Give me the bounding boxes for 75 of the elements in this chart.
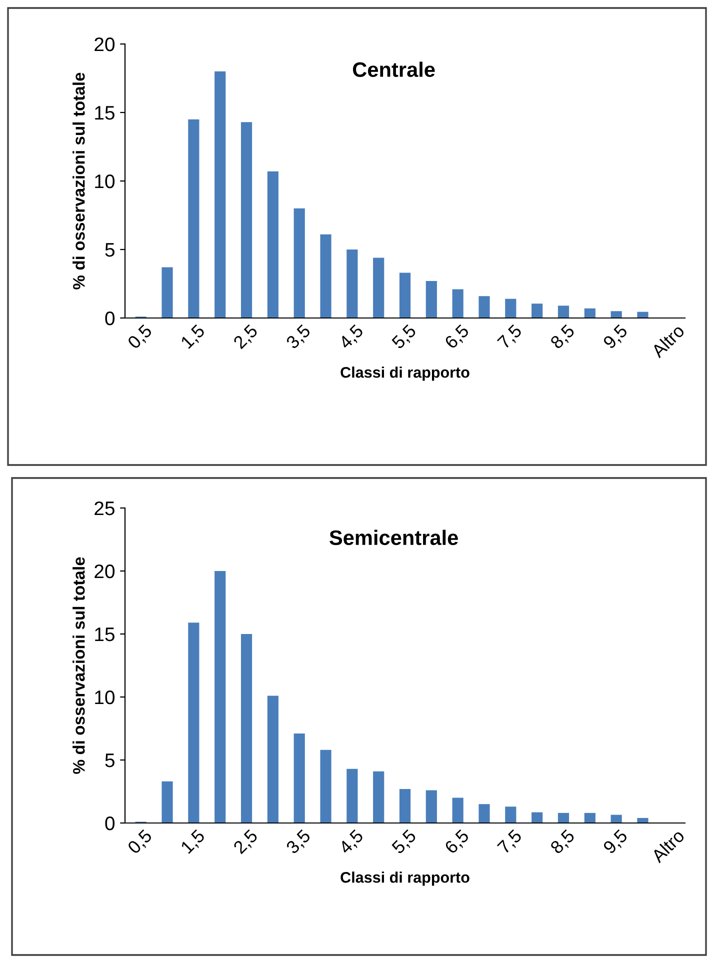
x-tick-label: 1,5 [180,828,207,856]
bar [610,311,622,318]
bar [188,119,200,318]
y-tick-label: 20 [94,37,115,52]
bar [162,781,173,823]
y-tick-label: 5 [105,243,114,257]
bar [426,281,437,318]
x-tick-label: 6,5 [444,828,472,856]
y-tick-label: 0 [105,816,115,830]
x-tick-label: 2,5 [232,324,260,351]
bar [610,814,622,823]
x-tick-label: 6,5 [444,324,472,351]
x-tick-label: 5,5 [391,324,418,351]
x-axis-title: Classi di rapporto [340,872,470,886]
x-tick-label: 2,5 [232,828,260,856]
bar [188,622,200,823]
x-tick-label: 8,5 [550,828,577,856]
bar [505,806,516,823]
x-tick-label: 3,5 [285,324,313,352]
bar [267,171,278,318]
x-tick-label: 5,5 [391,828,418,856]
bar [214,571,226,823]
bar [162,267,173,318]
bar [294,208,305,318]
bar [373,771,384,823]
y-axis-title: % di osservazioni sul totale [72,72,85,290]
x-tick-label: 9,5 [602,828,630,856]
x-tick-label: 0,5 [126,828,154,856]
bar [214,71,226,318]
bar [346,768,358,823]
bar [637,818,648,823]
bar [584,308,596,318]
text: Semicentrale [330,530,458,546]
bar [558,812,570,823]
bar [346,250,358,318]
bar [532,304,543,318]
y-tick-label: 0 [105,311,115,326]
text: Centrale [352,62,435,77]
y-tick-label: 25 [94,501,114,516]
bar [373,258,384,318]
x-tick-label: 7,5 [496,828,524,856]
x-tick-label: 3,5 [285,828,313,856]
bar [532,812,543,823]
y-tick-label: 20 [94,564,115,578]
x-tick-label: 1,5 [180,324,207,351]
bar [399,788,411,823]
y-tick-label: 15 [95,628,114,642]
bar [294,734,305,823]
y-tick-label: 10 [95,174,115,188]
bar [399,272,411,318]
x-tick-label: 4,5 [338,828,366,856]
bar [426,790,437,823]
bar [452,289,464,318]
y-tick-label: 5 [105,754,114,768]
x-tick-label: 9,5 [602,324,630,351]
x-tick-label: 4,5 [338,324,366,352]
bar [584,812,596,823]
bar [505,298,516,318]
y-axis-title: % di osservazioni sul totale [72,557,85,774]
bar [240,634,252,823]
x-tick-label: 8,5 [550,324,577,351]
bar [240,122,252,318]
bar [320,750,332,823]
bar [478,296,490,318]
bar [637,312,648,318]
bar [320,234,332,318]
bar [267,696,278,823]
x-tick-label: 0,5 [126,324,154,351]
y-tick-label: 15 [95,106,114,120]
x-axis-title: Classi di rapporto [340,366,470,381]
y-tick-label: 10 [95,690,115,704]
bar [452,798,464,823]
x-tick-label: 7,5 [496,324,524,351]
bar [478,804,490,823]
bar [558,306,570,318]
